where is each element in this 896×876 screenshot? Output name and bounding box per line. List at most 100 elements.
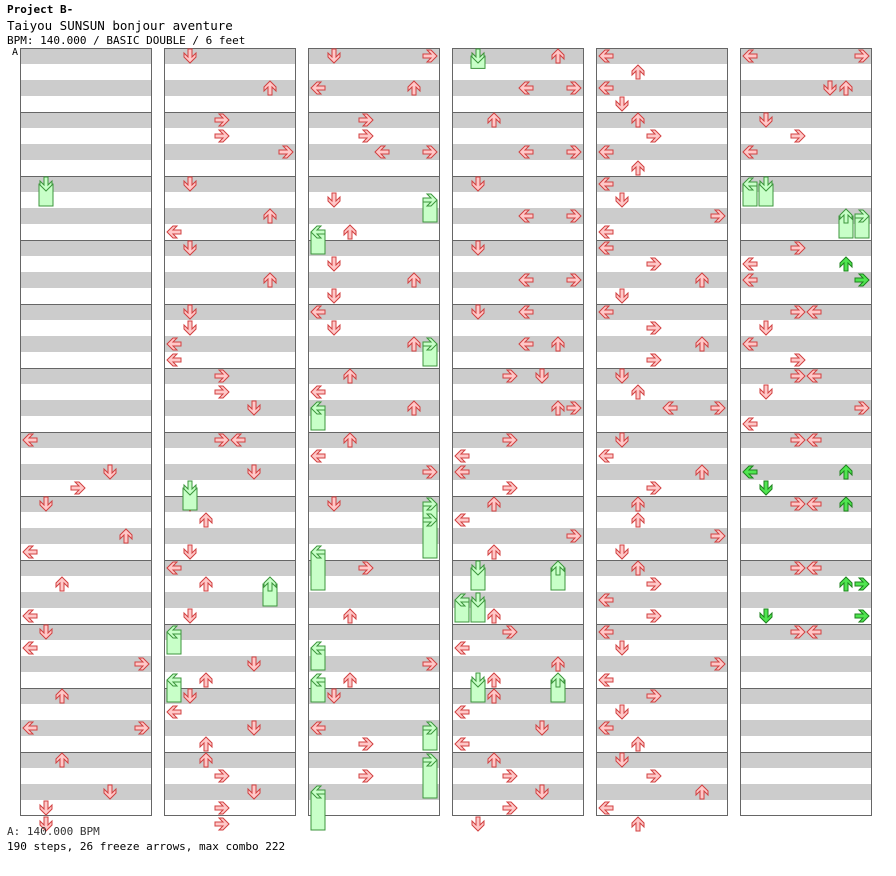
tap-arrow [566,529,582,543]
stripe [596,432,728,448]
stripe [164,272,296,288]
stripe [596,720,728,736]
stripe [164,208,296,224]
tap-arrow [454,705,470,719]
stripe [452,272,584,288]
stripe [20,400,152,416]
stripe [308,592,440,608]
stripe [20,112,152,128]
tap-arrow [598,721,614,735]
tap-arrow [183,304,197,320]
tap-arrow [166,337,182,351]
tap-arrow [790,433,806,447]
tap-arrow [214,769,230,783]
tap-arrow [134,657,150,671]
tap-arrow [502,769,518,783]
stripe [740,304,872,320]
tap-arrow [247,784,261,800]
stripe [596,560,728,576]
stripe [164,624,296,640]
stripe [740,624,872,640]
stripe [740,112,872,128]
tap-arrow [566,209,582,223]
stripe [740,336,872,352]
tap-arrow [214,369,230,383]
tap-arrow [502,369,518,383]
freeze-arrow [422,513,438,527]
stripe [740,656,872,672]
tap-arrow [55,688,69,704]
stripe [308,208,440,224]
stripe [596,528,728,544]
tap-arrow [487,544,501,560]
tap-arrow [183,608,197,624]
freeze-arrow [310,673,326,687]
tap-arrow [790,129,806,143]
stripe [308,656,440,672]
tap-arrow [166,561,182,575]
stripe [20,144,152,160]
stripe [596,400,728,416]
stripe [20,240,152,256]
tap-arrow [327,320,341,336]
tap-arrow [598,49,614,63]
tap-arrow [214,817,230,831]
tap-arrow [422,49,438,63]
stripe [164,48,296,64]
shock-arrow [854,273,870,287]
tap-arrow [22,641,38,655]
tap-arrow [166,225,182,239]
tap-arrow [806,561,822,575]
stripe [20,464,152,480]
freeze-arrow [422,753,438,767]
tap-arrow [22,609,38,623]
tap-arrow [358,769,374,783]
tap-arrow [646,769,662,783]
tap-arrow [119,528,133,544]
stripe [308,560,440,576]
tap-arrow [471,240,485,256]
stripe [308,624,440,640]
stripe [308,112,440,128]
tap-arrow [454,641,470,655]
stripe [740,560,872,576]
stripe [164,656,296,672]
tap-arrow [310,305,326,319]
stripe [308,336,440,352]
freeze-arrow [422,497,438,511]
stripe [164,112,296,128]
tap-arrow [454,737,470,751]
freeze-arrow [166,673,182,687]
freeze-arrow [454,593,470,607]
shock-arrow [839,464,853,480]
stripe [452,304,584,320]
tap-arrow [646,257,662,271]
stripe [596,464,728,480]
tap-arrow [806,305,822,319]
tap-arrow [374,145,390,159]
tap-arrow [631,112,645,128]
tap-arrow [471,176,485,192]
tap-arrow [199,672,213,688]
freeze-arrow [422,337,438,351]
tap-arrow [823,80,837,96]
tap-arrow [39,800,53,816]
tap-arrow [806,625,822,639]
tap-arrow [422,657,438,671]
tap-arrow [631,496,645,512]
tap-arrow [695,272,709,288]
tap-arrow [615,432,629,448]
stripe [20,496,152,512]
stripe [20,688,152,704]
stripe [20,592,152,608]
tap-arrow [358,561,374,575]
stripe [164,560,296,576]
tap-arrow [278,145,294,159]
stripe [740,528,872,544]
tap-arrow [631,736,645,752]
stripe [452,432,584,448]
stripe [452,80,584,96]
freeze-arrow [551,672,565,688]
tap-arrow [358,737,374,751]
freeze-arrow [183,480,197,496]
